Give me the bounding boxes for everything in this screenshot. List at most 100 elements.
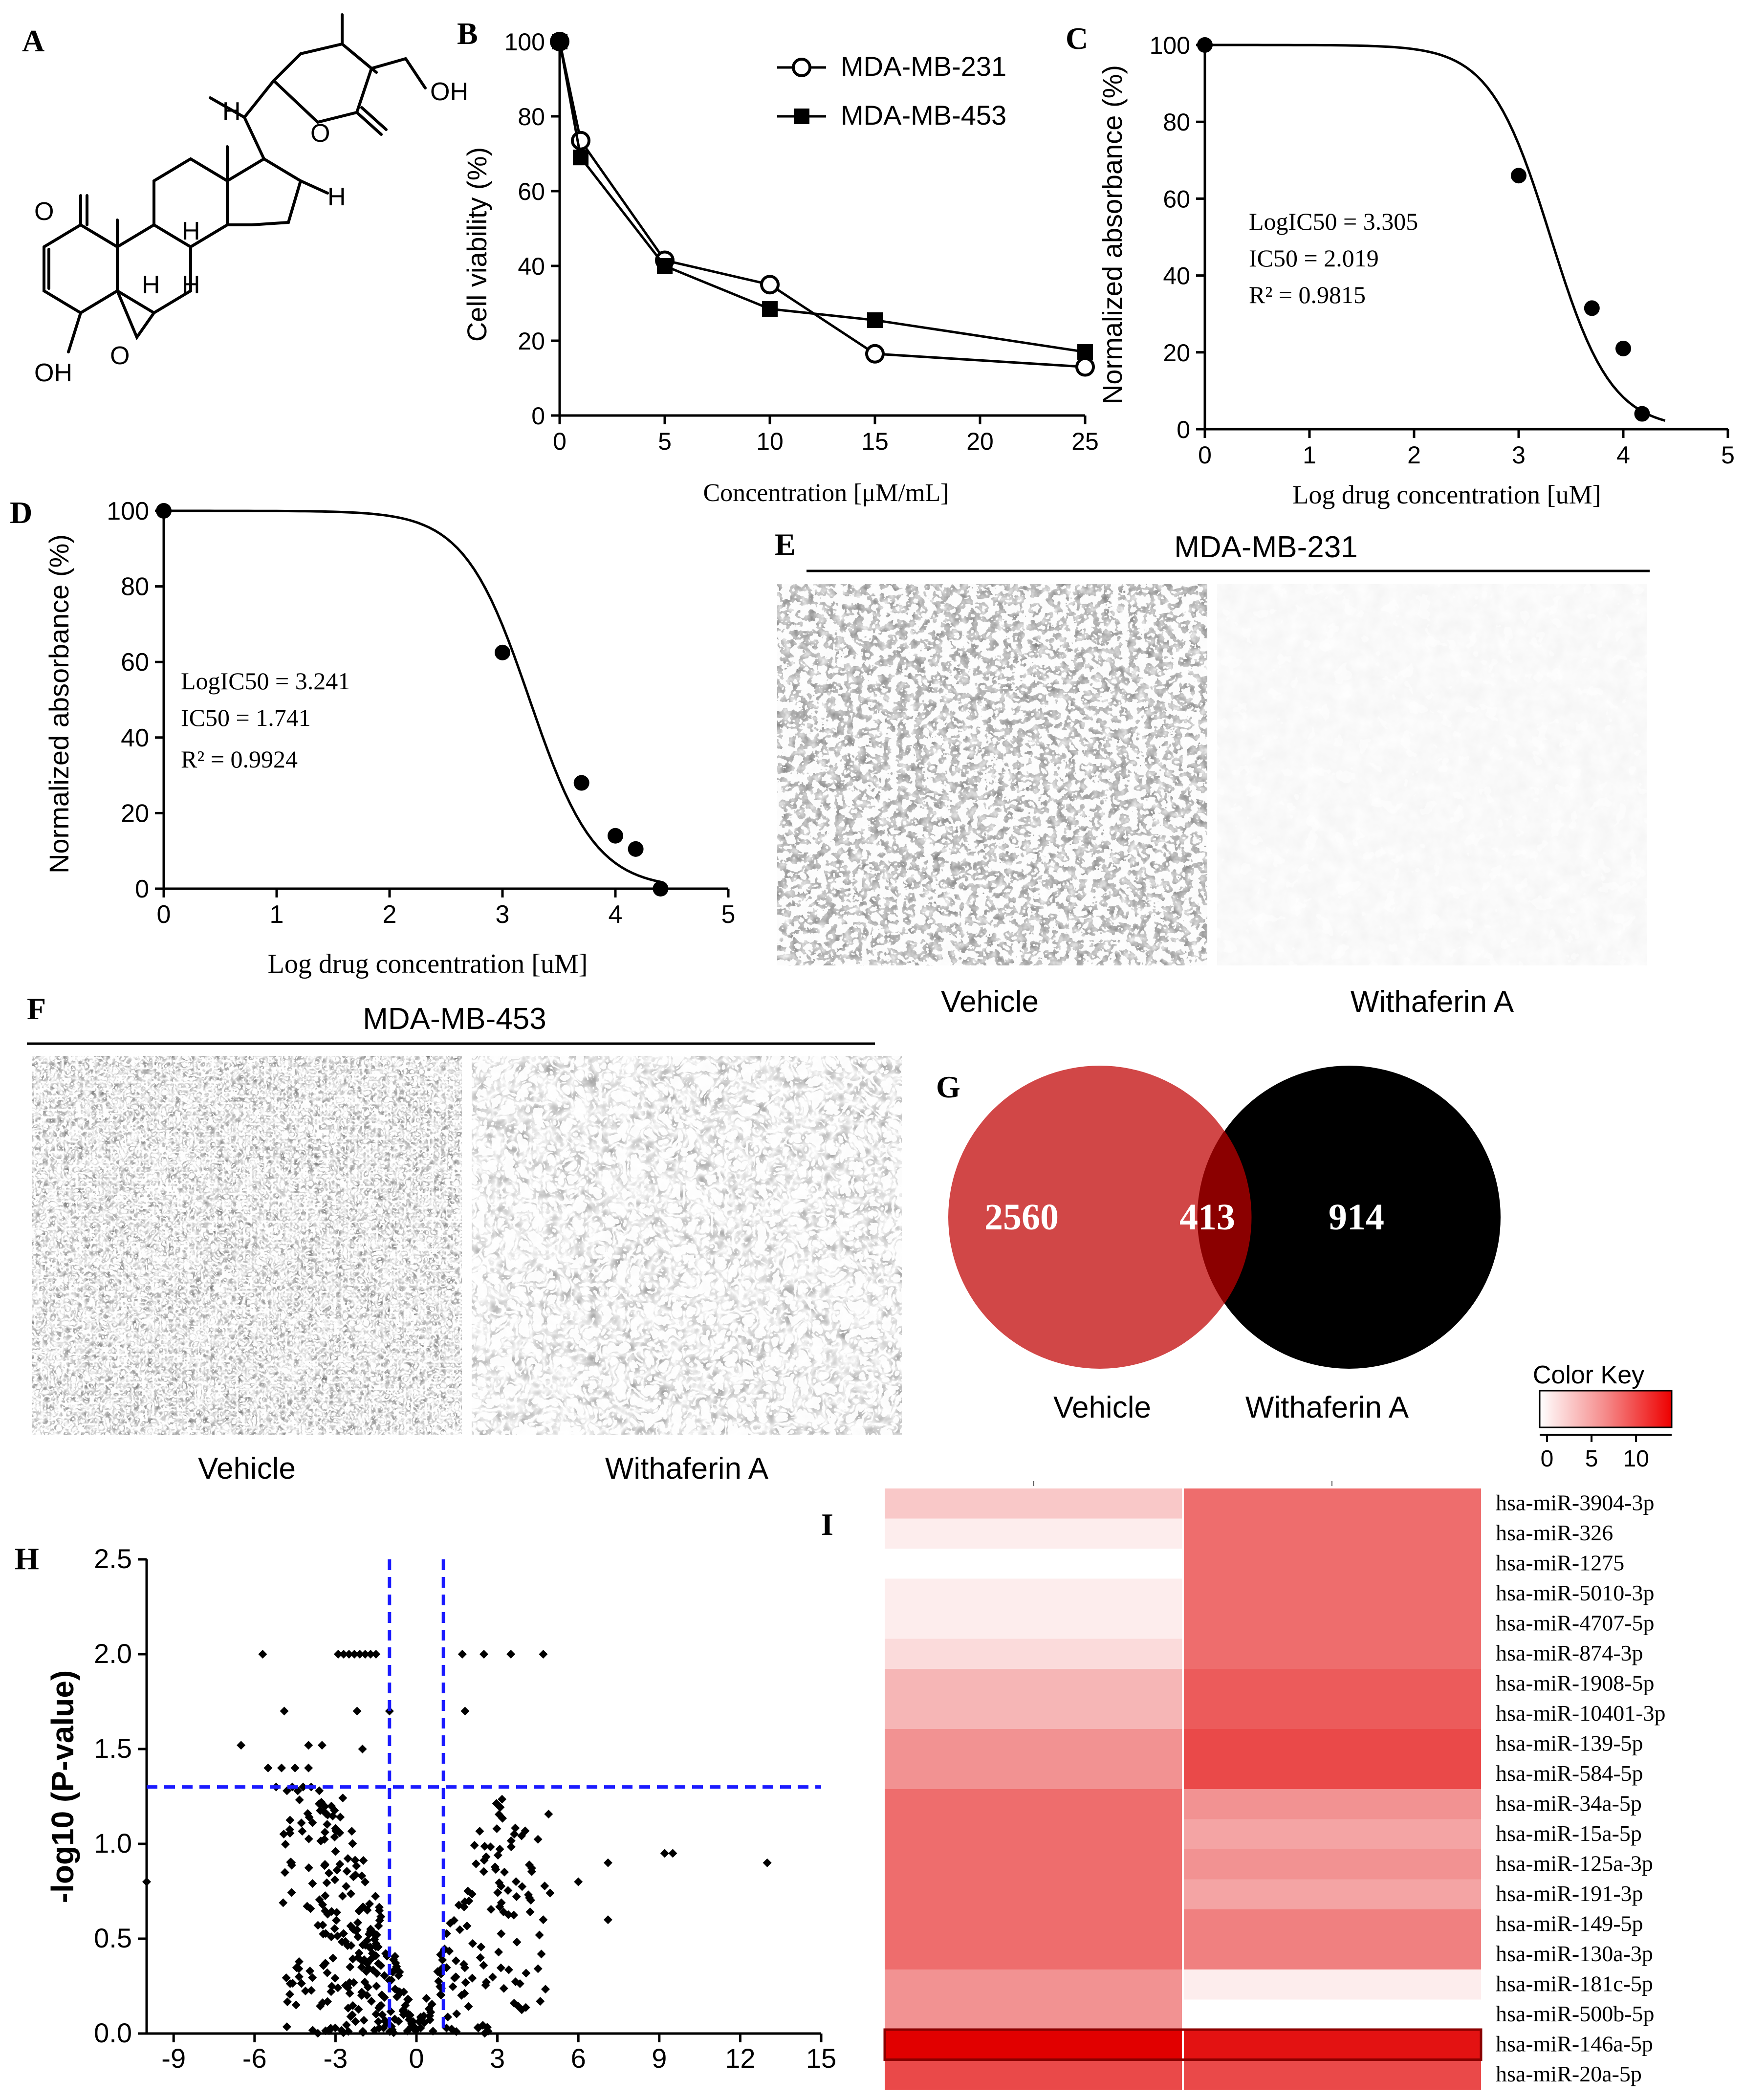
h-background-point — [367, 1996, 376, 2006]
heatmap-row-label: hsa-miR-584-5p — [1496, 1761, 1643, 1786]
heatmap-row-label: hsa-miR-4707-5p — [1496, 1610, 1655, 1635]
d-data-point — [653, 881, 669, 897]
h-background-point — [347, 1941, 356, 1950]
heatmap-cell — [1183, 1819, 1481, 1849]
h-background-point — [460, 1897, 469, 1906]
h-background-point — [372, 1969, 382, 1978]
h-background-point — [358, 1957, 367, 1966]
h-background-point — [348, 1839, 357, 1848]
b-point-453 — [573, 150, 589, 166]
h-background-point — [486, 1842, 495, 1852]
h-background-point — [344, 2004, 353, 2013]
heatmap-cell — [1183, 1879, 1481, 1909]
h-background-point — [479, 1961, 488, 1970]
h-y-tick-label: 0.5 — [94, 1923, 132, 1953]
h-background-point — [482, 2023, 492, 2032]
b-legend-marker-231 — [792, 58, 811, 77]
heatmap-cell — [1183, 1669, 1481, 1699]
heatmap-cell — [885, 1819, 1183, 1849]
colorkey-bar — [1539, 1390, 1673, 1428]
h-background-point — [486, 1905, 496, 1914]
h-background-point — [394, 2016, 403, 2026]
d-data-point — [573, 775, 589, 791]
heatmap-cell — [885, 1699, 1183, 1729]
h-x-tick-label: -9 — [161, 2043, 186, 2074]
heatmap-row-label: hsa-miR-191-3p — [1496, 1881, 1643, 1906]
h-background-point — [357, 1963, 366, 1972]
h-background-point — [328, 1953, 338, 1963]
h-data-point — [458, 1650, 467, 1659]
h-y-tick-label: 1.0 — [94, 1828, 132, 1859]
h-background-point — [343, 1854, 352, 1863]
h-background-point — [295, 1795, 304, 1805]
h-background-point — [360, 1977, 370, 1987]
d-y-tick-label: 0 — [135, 875, 149, 903]
h-background-point — [354, 2005, 363, 2014]
h-background-point — [358, 2027, 368, 2036]
heatmap-cell — [885, 1609, 1183, 1639]
heatmap-row-label: hsa-miR-15a-5p — [1496, 1821, 1642, 1846]
h-data-point — [460, 1706, 470, 1716]
h-background-point — [470, 1840, 479, 1850]
h-background-point — [353, 1918, 362, 1927]
b-y-tick-label: 60 — [518, 178, 545, 205]
d-xlabel: Log drug concentration [uM] — [268, 949, 588, 979]
f-cell-line: MDA-MB-453 — [363, 1002, 546, 1036]
h-background-point — [287, 1888, 296, 1897]
heatmap-cell — [1183, 1699, 1481, 1729]
c-x-tick-label: 5 — [1721, 441, 1735, 469]
h-background-point — [468, 1939, 478, 1948]
b-x-tick-label: 0 — [553, 428, 567, 455]
h-background-point — [308, 1818, 317, 1827]
h-data-point — [603, 1858, 612, 1867]
h-background-point — [308, 1879, 317, 1888]
h-x-tick-label: 0 — [409, 2043, 424, 2074]
h-background-point — [544, 1810, 553, 1819]
b-x-tick-label: 20 — [966, 428, 994, 455]
h-background-point — [372, 1982, 381, 1991]
h-background-point — [321, 1906, 330, 1916]
h-background-point — [358, 1902, 368, 1911]
h-background-point — [357, 1991, 366, 2000]
c-data-point — [1584, 300, 1600, 316]
h-background-point — [460, 1989, 469, 1998]
colorkey-tick-label: 5 — [1585, 1446, 1598, 1472]
heatmap-row-label: hsa-miR-146a-5p — [1496, 2031, 1653, 2056]
h-background-point — [365, 1943, 374, 1952]
atom-h-d: H — [327, 183, 346, 211]
venn-withaferin-circle — [1198, 1066, 1501, 1369]
h-background-point — [481, 1977, 491, 1987]
heatmap-cell — [885, 1639, 1183, 1669]
h-background-point — [341, 1937, 350, 1946]
heatmap-row-label: hsa-miR-125a-3p — [1496, 1851, 1653, 1876]
h-background-point — [537, 1949, 546, 1959]
e-label-withaferin: Withaferin A — [1351, 985, 1514, 1019]
heatmap-cell — [1183, 1789, 1481, 1819]
b-legend-453: MDA-MB-453 — [841, 100, 1006, 131]
h-background-point — [315, 1895, 324, 1904]
h-background-point — [360, 1878, 370, 1887]
h-x-tick-label: 3 — [490, 2043, 505, 2074]
h-background-point — [316, 1837, 326, 1846]
c-ylabel: Normalized absorbance (%) — [1097, 65, 1128, 404]
heatmap-cell — [885, 1849, 1183, 1880]
h-background-point — [308, 2026, 317, 2035]
c-y-tick-label: 20 — [1163, 339, 1190, 367]
h-background-point — [433, 1967, 442, 1976]
colorkey-tick-label: 10 — [1623, 1446, 1649, 1472]
h-background-point — [464, 2002, 473, 2011]
h-background-point — [349, 1978, 358, 1987]
c-data-point — [1197, 37, 1213, 53]
h-background-point — [330, 1833, 339, 1842]
h-background-point — [416, 2023, 425, 2033]
heatmap-row-label: hsa-miR-10401-3p — [1496, 1701, 1666, 1726]
heatmap-row-label: hsa-miR-1908-5p — [1496, 1670, 1655, 1695]
h-background-point — [305, 1966, 315, 1975]
panel-label-d: D — [10, 495, 32, 530]
heatmap-cell — [1183, 1759, 1481, 1789]
h-background-point — [348, 2010, 357, 2019]
c-data-point — [1615, 340, 1631, 356]
h-background-point — [455, 1925, 464, 1934]
h-background-point — [279, 1898, 288, 1907]
h-background-point — [368, 1928, 377, 1937]
